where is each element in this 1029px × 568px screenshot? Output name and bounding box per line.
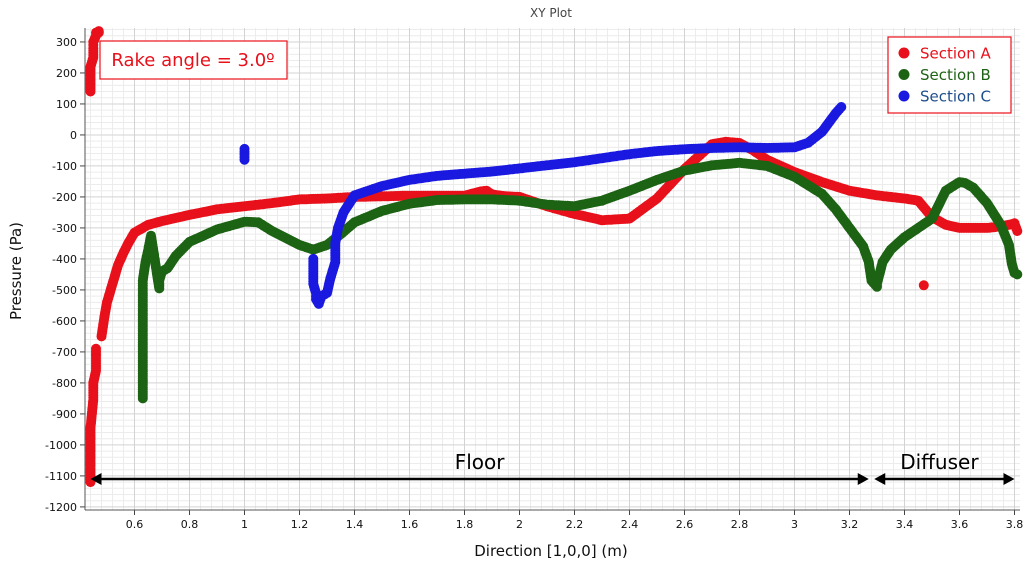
data-points xyxy=(85,26,1023,488)
y-tick-label: 300 xyxy=(56,36,77,49)
x-tick-label: 1 xyxy=(241,518,248,531)
legend-entry: Section A xyxy=(898,45,991,63)
data-point xyxy=(239,154,250,165)
x-tick-label: 2.6 xyxy=(676,518,694,531)
y-tick-label: -200 xyxy=(52,191,77,204)
region-floor-arrow: Floor xyxy=(90,450,869,486)
x-axis-label: Direction [1,0,0] (m) xyxy=(474,542,628,560)
legend-marker xyxy=(898,47,910,59)
legend-label: Section A xyxy=(920,45,991,63)
x-tick-label: 1.6 xyxy=(401,518,419,531)
x-tick-label: 3 xyxy=(791,518,798,531)
data-point xyxy=(91,343,101,354)
x-tick-label: 1.2 xyxy=(291,518,309,531)
y-tick-label: 0 xyxy=(70,129,77,142)
y-tick-label: -100 xyxy=(52,160,77,173)
data-point xyxy=(1012,269,1023,280)
x-tick-label: 3.2 xyxy=(841,518,859,531)
y-tick-label: -300 xyxy=(52,222,77,235)
y-tick-label: -400 xyxy=(52,253,77,266)
arrow-head-right xyxy=(857,473,869,486)
arrow-head-right xyxy=(1003,473,1015,486)
data-point xyxy=(93,27,104,38)
y-tick-label: -700 xyxy=(52,346,77,359)
x-tick-label: 3.8 xyxy=(1006,518,1024,531)
series-section-a xyxy=(85,26,1023,488)
legend-entry: Section B xyxy=(898,66,991,84)
y-tick-label: 200 xyxy=(56,67,77,80)
rake-angle-label: Rake angle = 3.0º xyxy=(111,50,274,71)
x-tick-label: 0.6 xyxy=(126,518,144,531)
y-tick-label: 100 xyxy=(56,98,77,111)
x-tick-label: 0.8 xyxy=(181,518,199,531)
x-tick-label: 2.2 xyxy=(566,518,584,531)
legend-label: Section B xyxy=(920,66,991,84)
y-tick-label: -800 xyxy=(52,377,77,390)
y-tick-label: -1100 xyxy=(45,470,77,483)
rake-angle-box-frame xyxy=(99,40,288,80)
arrow-head-left xyxy=(874,473,886,486)
legend-entry: Section C xyxy=(898,88,991,106)
rake-angle-box: Rake angle = 3.0º xyxy=(99,40,288,80)
legend: Section A Section B Section C xyxy=(887,36,1012,114)
region-annotations: Floor Diffuser xyxy=(90,450,1015,486)
data-point xyxy=(836,102,847,112)
region-label: Floor xyxy=(455,450,506,474)
x-tick-label: 1.4 xyxy=(346,518,364,531)
x-tick-label: 1.8 xyxy=(456,518,474,531)
grid xyxy=(85,28,1020,510)
y-tick-label: -1200 xyxy=(45,501,77,514)
y-tick-label: -900 xyxy=(52,408,77,421)
series-section-c xyxy=(239,102,847,309)
data-point xyxy=(1012,226,1023,236)
arrow-head-left xyxy=(90,473,102,486)
x-tick-label: 2 xyxy=(516,518,523,531)
region-label: Diffuser xyxy=(900,450,979,474)
legend-label: Section C xyxy=(920,88,991,106)
chart-title: XY Plot xyxy=(530,6,572,20)
y-tick-label: -1000 xyxy=(45,439,77,452)
y-tick-label: -600 xyxy=(52,315,77,328)
x-tick-label: 2.4 xyxy=(621,518,639,531)
x-tick-labels: 0.6 0.8 1 1.2 1.4 1.6 1.8 2 2.2 2.4 2.6 2.8 3 3.2 3.4 3… xyxy=(126,518,1024,531)
x-tick-label: 3.6 xyxy=(951,518,969,531)
axes xyxy=(80,28,1020,515)
x-tick-label: 3.4 xyxy=(896,518,914,531)
y-tick-label: -500 xyxy=(52,284,77,297)
data-point xyxy=(918,280,929,291)
y-tick-labels: 300 200 100 0 -100 -200 -300 -400 -500 -600 -700 -8… xyxy=(45,36,77,514)
region-diffuser-arrow: Diffuser xyxy=(874,450,1015,486)
y-axis-label: Pressure (Pa) xyxy=(7,222,25,320)
legend-marker xyxy=(898,69,910,80)
legend-marker xyxy=(898,90,910,102)
x-tick-label: 2.8 xyxy=(731,518,749,531)
